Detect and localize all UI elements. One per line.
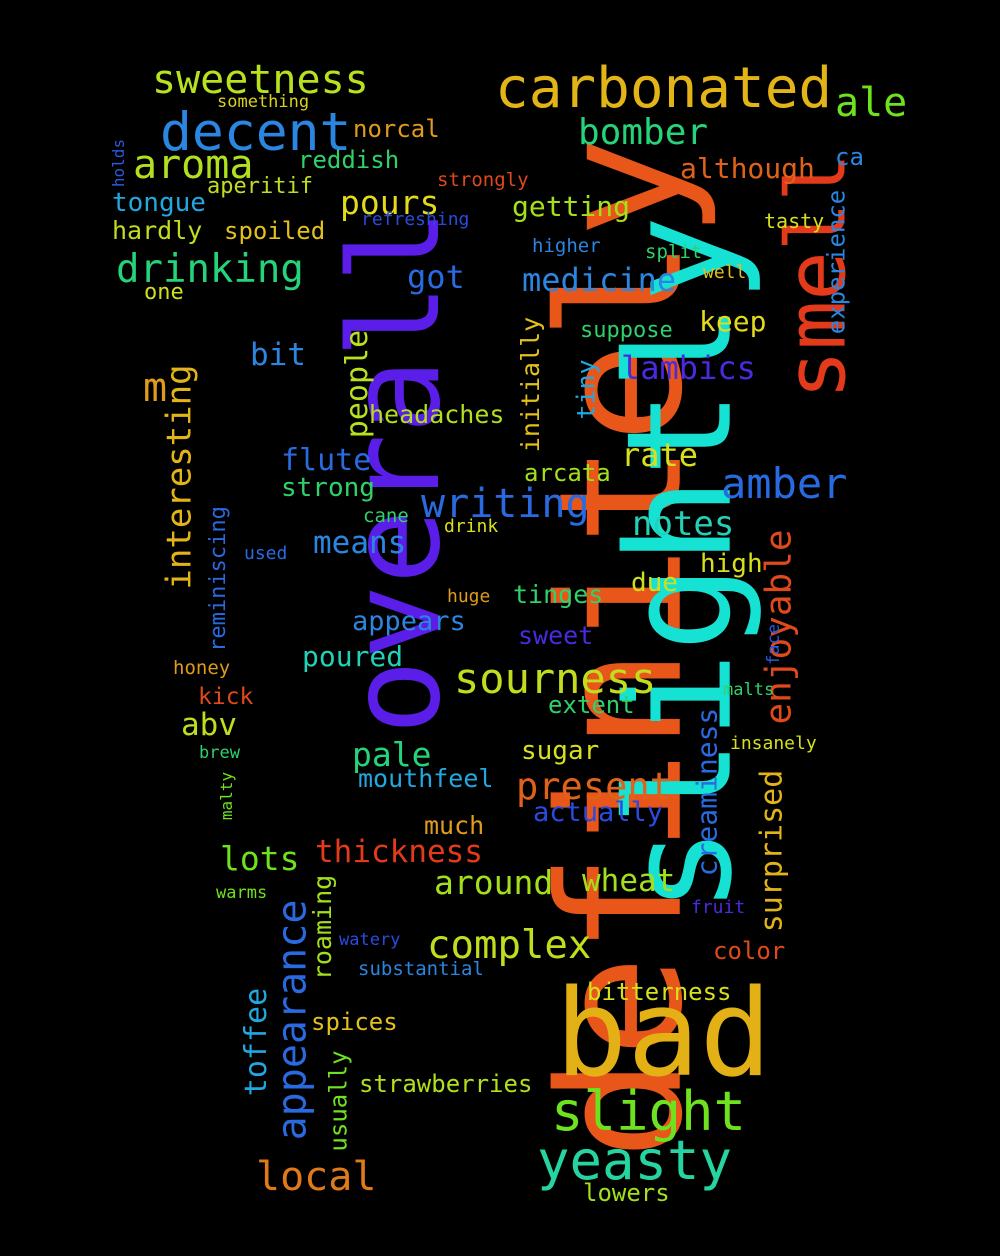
word-substantial: substantial [358,958,484,980]
word-m: m [143,365,168,411]
word-bit: bit [250,337,306,373]
word-drink: drink [444,516,499,537]
word-higher: higher [532,235,601,257]
word-refreshing: refreshing [361,209,470,230]
word-keep: keep [699,305,767,338]
word-tongue: tongue [112,188,206,218]
word-appears: appears [352,606,466,637]
word-sweetness: sweetness [152,57,369,103]
word-malts: malts [723,680,775,700]
word-actually: actually [533,797,664,828]
word-usually: usually [324,1050,353,1152]
word-carbonated: carbonated [495,56,833,121]
word-fruit: fruit [691,897,746,918]
word-split: split [645,241,703,263]
word-complex: complex [427,923,592,968]
word-extent: extent [548,691,635,719]
word-wheat: wheat [582,863,676,899]
word-pours: pours [340,183,440,222]
word-reminiscing: reminiscing [205,506,231,652]
word-writing: writing [421,481,590,527]
word-drinking: drinking [116,247,304,292]
word-ca: ca [835,143,864,171]
word-roaming: roaming [308,874,338,981]
word-poured: poured [302,640,404,673]
word-honey: honey [173,657,231,679]
word-lowers: lowers [583,1179,670,1207]
word-malty: malty [217,771,237,821]
word-around: around [434,863,554,902]
word-local: local [256,1154,377,1200]
word-well: well [703,262,747,283]
word-bad: bad [555,965,772,1104]
word-holds: holds [109,138,129,188]
word-something: something [217,92,310,112]
word-abv: abv [181,707,237,743]
word-watery: watery [339,930,401,950]
word-ale: ale [835,80,908,126]
word-suppose: suppose [580,318,673,343]
word-spices: spices [311,1008,398,1036]
word-toffee: toffee [239,987,275,1097]
word-strawberries: strawberries [359,1070,533,1098]
word-thickness: thickness [315,834,483,870]
word-notes: notes [632,504,735,544]
word-sugar: sugar [521,736,600,766]
word-tiny: tiny [571,359,601,420]
word-one: one [144,280,184,305]
word-surprised: surprised [754,769,790,933]
word-interesting: interesting [159,364,200,590]
word-high: high [700,549,763,579]
word-lots: lots [220,839,300,878]
word-hardly: hardly [112,216,203,245]
word-got: got [407,258,465,296]
word-spoiled: spoiled [224,217,326,245]
word-face: face [763,624,784,665]
word-headaches: headaches [369,400,505,429]
word-yeasty: yeasty [537,1129,733,1192]
word-huge: huge [447,586,491,607]
word-aperitif: aperitif [207,174,313,199]
word-insanely: insanely [730,733,817,754]
word-due: due [631,568,678,598]
word-medicine: medicine [522,261,677,299]
word-pale: pale [352,735,432,774]
word-tasty: tasty [764,209,825,233]
word-although: although [680,152,815,185]
word-color: color [713,937,786,965]
word-aroma: aroma [133,142,254,188]
word-amber: amber [721,459,848,508]
word-means: means [313,525,407,561]
word-used: used [244,543,288,564]
word-sweet: sweet [518,621,594,650]
word-slight: slight [551,1080,747,1143]
word-present: present [516,765,672,808]
word-mouthfeel: mouthfeel [358,764,494,793]
word-flute: flute [281,443,372,478]
word-creaminess: creaminess [690,707,724,877]
word-bitterness: bitterness [587,978,732,1006]
word-bomber: bomber [578,112,709,153]
word-norcal: norcal [353,115,440,143]
word-kick: kick [198,684,254,710]
word-decent: decent [160,102,352,163]
word-sourness: sourness [454,654,657,703]
word-getting: getting [512,190,631,223]
word-appearance: appearance [269,899,316,1141]
word-experience: experience [822,189,851,335]
word-much: much [424,811,485,840]
word-strongly: strongly [437,169,529,191]
word-strong: strong [281,473,375,503]
word-initially: initially [516,316,546,453]
word-brew: brew [199,743,240,763]
word-arcata: arcata [524,459,611,487]
word-rate: rate [621,436,699,474]
word-tinges: tinges [513,580,604,609]
word-reddish: reddish [298,146,400,174]
word-cane: cane [363,505,409,527]
word-warms: warms [216,883,268,903]
word-lambics: lambics [621,349,756,387]
